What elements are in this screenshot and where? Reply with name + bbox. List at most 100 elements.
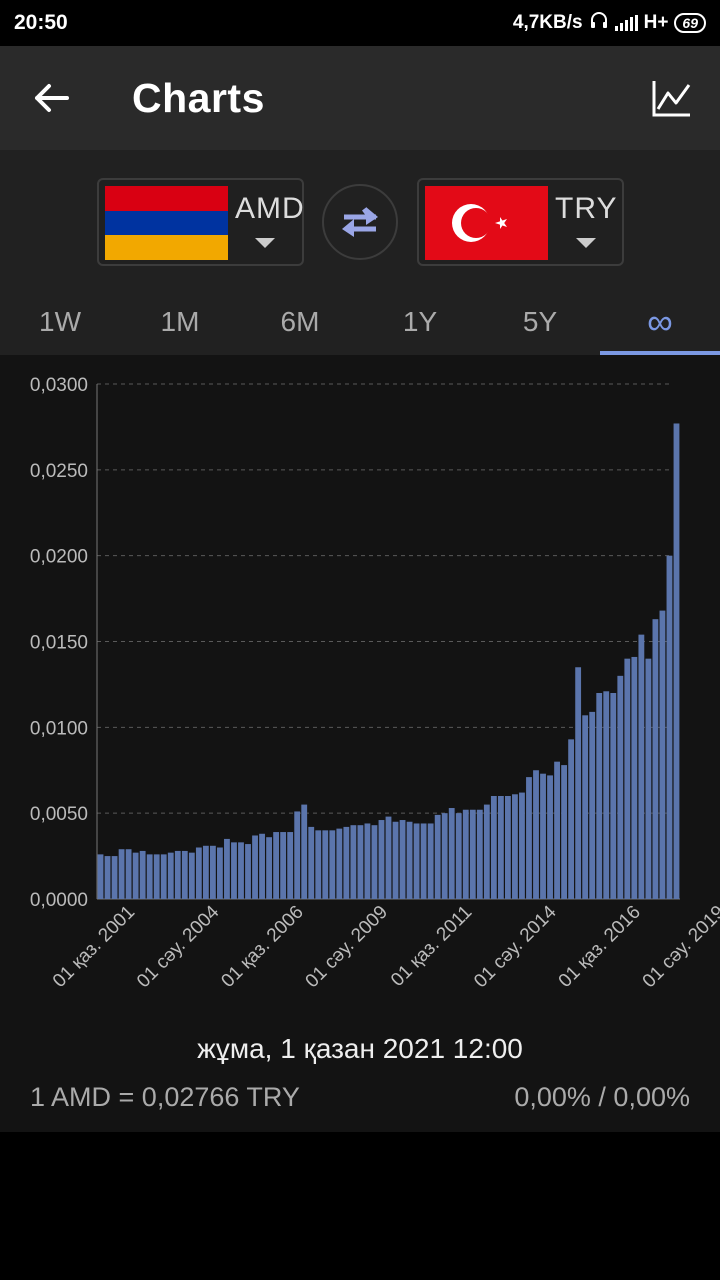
chart-bar [315,830,322,899]
chart-bar [111,856,118,899]
x-tick-label: 01 қаз. 2016 [555,902,645,992]
chart-bar [231,842,237,899]
chart-bar [547,775,553,899]
chart-bar [238,842,244,899]
tab-1m[interactable]: 1M [160,305,200,337]
battery-level: 69 [682,15,698,31]
chart-bar [104,856,111,899]
chart-bar [427,823,434,899]
chart-bar [455,813,462,899]
chart-bar [568,739,575,899]
page-title: Charts [132,74,265,121]
chart-bar [188,852,195,899]
chart-bar [420,823,427,899]
chart-bar [540,773,546,899]
chart-view-button[interactable] [642,68,702,128]
chart-bar [554,761,560,899]
chart-bar [209,845,216,899]
y-tick-label: 0,0250 [30,461,88,482]
chart-bar [195,847,202,899]
tab-5y[interactable]: 5Y [522,305,558,337]
battery-icon: 69 [674,13,706,33]
x-tick-label: 01 сәу. 2019 [639,902,720,992]
chart-bar [329,830,336,899]
chart-bar [174,850,181,899]
chart-bar [146,854,153,899]
y-tick-label: 0,0150 [30,633,88,654]
swap-currencies-button[interactable] [322,184,398,260]
chart-bar [364,823,371,899]
chart-bar [350,825,357,899]
chart-bar [575,667,582,899]
chart-bar [406,821,413,899]
chevron-down-icon [576,238,596,248]
status-bar: 20:50 4,7KB/s H+ 69 [0,0,720,46]
chart-bar [266,837,273,899]
currency-selector-panel: AMD TRY 1W 1M 6M 1Y 5Y ∞ [0,150,720,355]
chart-bar [245,844,251,899]
chart-bar [434,814,441,899]
headphones-icon [589,11,609,35]
x-tick-label: 01 сәу. 2009 [302,902,392,992]
chart-bar [617,675,624,899]
x-tick-label: 01 қаз. 2001 [49,902,139,992]
chart-bar [631,656,638,899]
to-currency-code: TRY [555,192,618,225]
chart-bar [217,847,223,899]
to-currency-selector[interactable]: TRY [417,178,624,266]
rate-change: 0,00% / 0,00% [514,1082,690,1112]
chart-bar [519,792,525,899]
tab-1y[interactable]: 1Y [402,305,438,337]
chart-bar [526,777,532,899]
tab-all[interactable]: ∞ [600,288,720,355]
chart-bar [533,770,539,899]
chart-bar [561,765,568,899]
exchange-rate-chart[interactable]: 0,0000 0,0050 0,0100 0,0150 0,0200 0,0250 0,03… [0,355,720,1025]
network-speed: 4,7KB/s [512,12,583,33]
chart-bar [512,794,518,899]
chart-bar [153,854,160,899]
chart-bar [610,693,617,899]
chart-bar [385,816,392,899]
tab-1w[interactable]: 1W [39,305,81,337]
chart-bar [462,809,469,899]
chart-bar [224,838,230,899]
chart-bar [343,826,350,899]
chart-bar [160,854,167,899]
network-type: H+ [643,12,669,33]
chart-bar [378,820,385,899]
y-tick-label: 0,0300 [30,375,88,396]
armenia-flag-icon [105,186,228,260]
back-button[interactable] [16,63,86,133]
chart-bar [301,804,308,899]
y-tick-label: 0,0100 [30,718,88,739]
y-tick-label: 0,0200 [30,547,88,568]
chevron-down-icon [255,238,275,248]
chart-bar [504,796,511,899]
tab-6m[interactable]: 6M [280,305,320,337]
signal-icon [614,15,638,31]
turkey-flag-icon [425,186,548,260]
chart-bar [666,555,673,899]
chart-bar [441,813,448,899]
chart-bar [659,610,666,899]
chart-bar [413,823,420,899]
x-tick-label: 01 қаз. 2011 [387,902,476,991]
rate-value: 1 AMD = 0,02766 TRY [30,1082,300,1112]
status-time: 20:50 [14,11,68,34]
chart-bar [273,832,280,899]
chart-bar [476,809,483,899]
chart-bar [483,804,490,899]
chart-bar [336,828,343,899]
chart-bar [139,850,146,899]
chart-bar [357,825,364,899]
chart-bar [652,619,659,899]
chart-bar [589,711,596,899]
chart-bar [181,850,188,899]
swap-arrows-icon [342,207,378,237]
chart-bar [673,423,680,899]
chart-bar [371,825,378,899]
chart-panel: 0,0000 0,0050 0,0100 0,0150 0,0200 0,0250 0,03… [0,355,720,1132]
chart-bar [132,852,139,899]
from-currency-selector[interactable]: AMD [97,178,304,266]
